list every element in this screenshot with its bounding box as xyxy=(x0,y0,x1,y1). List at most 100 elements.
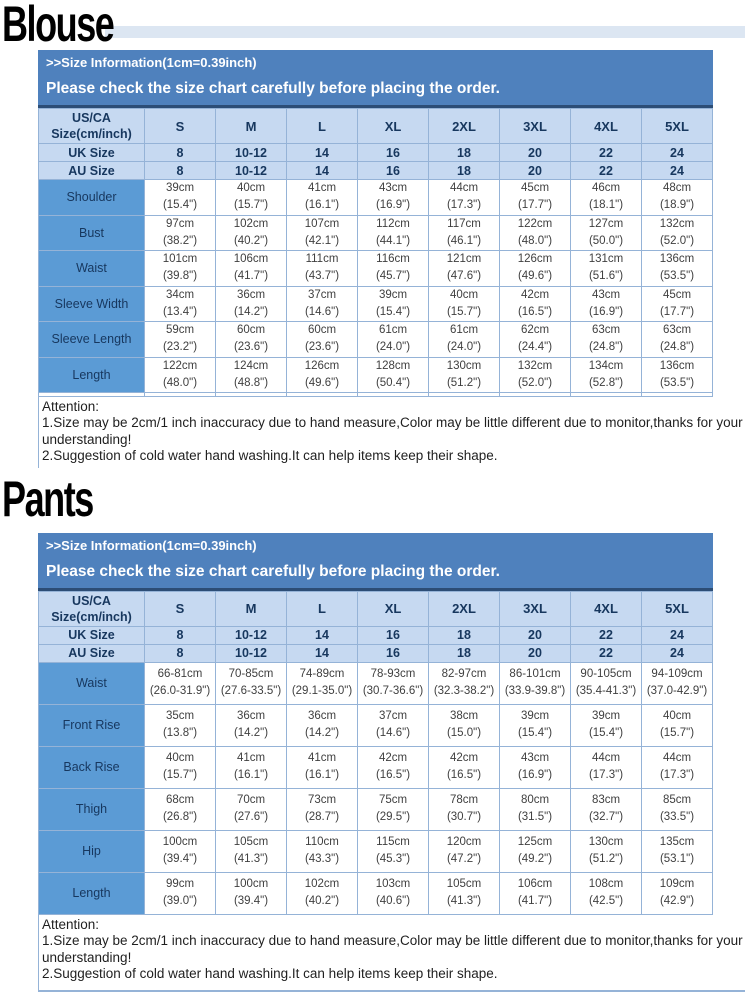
measure-value: 40cm (15.7") xyxy=(428,285,500,322)
measure-value: 112cm (44.1") xyxy=(357,214,429,251)
region-size-value: 22 xyxy=(570,625,642,645)
measure-value: 102cm (40.2") xyxy=(215,214,287,251)
measure-value: 90-105cm (35.4-41.3") xyxy=(570,661,642,705)
measure-value: 42cm (16.5") xyxy=(357,745,429,789)
region-size-value: 24 xyxy=(641,643,713,663)
pants-size-table: US/CA Size(cm/inch) S M L XL 2XL 3XL 4XL 5XL UK S… xyxy=(38,590,713,915)
measure-value: 125cm (49.2") xyxy=(499,829,571,873)
size-info-label: >>Size Information(1cm=0.39inch) xyxy=(46,55,257,70)
blouse-size-table: US/CA Size(cm/inch) S M L XL 2XL 3XL 4XL 5XL UK S… xyxy=(38,108,713,397)
measure-value: 44cm (17.3") xyxy=(428,179,500,216)
measure-value: 115cm (45.3") xyxy=(357,829,429,873)
measure-row-sleeve-length: Sleeve Length 59cm (23.2") 60cm (23.6") 60c… xyxy=(38,321,713,358)
attention-heading: Attention: xyxy=(42,916,100,932)
measure-value: 44cm (17.3") xyxy=(641,745,713,789)
measure-value: 126cm (49.6") xyxy=(499,250,571,287)
measure-row-shoulder: Shoulder 39cm (15.4") 40cm (15.7") 41cm (16… xyxy=(38,179,713,216)
region-size-value: 16 xyxy=(357,161,429,180)
attention-heading: Attention: xyxy=(42,399,100,414)
region-size-value: 10-12 xyxy=(215,625,287,645)
uk-size-row: UK Size 8 10-12 14 16 18 20 22 24 xyxy=(38,143,713,162)
measure-row-thigh: Thigh 68cm (26.8") 70cm (27.6") 73cm (28.7"… xyxy=(38,787,713,831)
size-col-header: 2XL xyxy=(428,590,500,627)
measure-value: 43cm (16.9") xyxy=(499,745,571,789)
measure-value: 136cm (53.5") xyxy=(641,250,713,287)
measure-value: 40cm (15.7") xyxy=(641,703,713,747)
size-col-header: L xyxy=(286,108,358,144)
measure-value: 132cm (52.0") xyxy=(641,214,713,251)
blouse-sheet: >>Size Information(1cm=0.39inch) Please … xyxy=(38,50,743,468)
measure-value: 59cm (23.2") xyxy=(144,321,216,358)
region-size-value: 20 xyxy=(499,161,571,180)
region-size-value: 24 xyxy=(641,161,713,180)
measure-value: 36cm (14.2") xyxy=(286,703,358,747)
size-col-header: XL xyxy=(357,590,429,627)
measure-row-bust: Bust 97cm (38.2") 102cm (40.2") 107cm (42.1… xyxy=(38,214,713,251)
measure-value: 78cm (30.7") xyxy=(428,787,500,831)
size-info-label: >>Size Information(1cm=0.39inch) xyxy=(46,537,257,553)
size-col-header: 3XL xyxy=(499,108,571,144)
region-size-value: 24 xyxy=(641,143,713,162)
measure-label: Sleeve Width xyxy=(38,285,145,322)
size-col-header: 4XL xyxy=(570,590,642,627)
measure-value: 36cm (14.2") xyxy=(215,285,287,322)
measure-value: 122cm (48.0") xyxy=(144,356,216,393)
measure-value: 136cm (53.5") xyxy=(641,356,713,393)
attention-note-1: 1.Size may be 2cm/1 inch inaccuracy due … xyxy=(42,415,743,447)
measure-row-length: Length 99cm (39.0") 100cm (39.4") 102cm (40… xyxy=(38,871,713,915)
size-col-header: L xyxy=(286,590,358,627)
measure-value: 103cm (40.6") xyxy=(357,871,429,915)
pants-title-row: Pants xyxy=(0,470,750,531)
size-col-header: M xyxy=(215,590,287,627)
region-size-value: 14 xyxy=(286,643,358,663)
measure-value: 94-109cm (37.0-42.9") xyxy=(641,661,713,705)
size-col-header: 4XL xyxy=(570,108,642,144)
region-size-value: 16 xyxy=(357,143,429,162)
region-size-value: 10-12 xyxy=(215,143,287,162)
region-size-value: 22 xyxy=(570,161,642,180)
region-size-value: 14 xyxy=(286,625,358,645)
measure-value: 122cm (48.0") xyxy=(499,214,571,251)
region-size-value: 18 xyxy=(428,143,500,162)
blouse-size-info-banner: >>Size Information(1cm=0.39inch) Please … xyxy=(38,50,713,108)
region-size-value: 10-12 xyxy=(215,161,287,180)
measure-label: Sleeve Length xyxy=(38,321,145,358)
pants-title: Pants xyxy=(2,470,94,527)
check-chart-note: Please check the size chart carefully be… xyxy=(46,80,500,97)
measure-value: 100cm (39.4") xyxy=(215,871,287,915)
measure-value: 101cm (39.8") xyxy=(144,250,216,287)
blouse-title: Blouse xyxy=(2,0,115,52)
measure-value: 39cm (15.4") xyxy=(570,703,642,747)
region-size-value: 10-12 xyxy=(215,643,287,663)
measure-value: 106cm (41.7") xyxy=(215,250,287,287)
measure-value: 107cm (42.1") xyxy=(286,214,358,251)
measure-value: 126cm (49.6") xyxy=(286,356,358,393)
measure-value: 38cm (15.0") xyxy=(428,703,500,747)
measure-value: 80cm (31.5") xyxy=(499,787,571,831)
size-header-row: US/CA Size(cm/inch) S M L XL 2XL 3XL 4XL 5XL xyxy=(38,108,713,144)
measure-value: 130cm (51.2") xyxy=(570,829,642,873)
attention-note-2: 2.Suggestion of cold water hand washing.… xyxy=(42,448,498,464)
measure-value: 106cm (41.7") xyxy=(499,871,571,915)
measure-value: 40cm (15.7") xyxy=(215,179,287,216)
measure-value: 127cm (50.0") xyxy=(570,214,642,251)
region-size-value: 22 xyxy=(570,143,642,162)
region-size-value: 8 xyxy=(144,625,216,645)
measure-value: 66-81cm (26.0-31.9") xyxy=(144,661,216,705)
measure-value: 99cm (39.0") xyxy=(144,871,216,915)
measure-value: 39cm (15.4") xyxy=(144,179,216,216)
measure-label: Waist xyxy=(38,661,145,705)
blouse-attention-block: Attention: 1.Size may be 2cm/1 inch inac… xyxy=(38,397,745,468)
corner-header: US/CA Size(cm/inch) xyxy=(38,590,145,627)
measure-value: 110cm (43.3") xyxy=(286,829,358,873)
measure-label: Back Rise xyxy=(38,745,145,789)
measure-value: 70cm (27.6") xyxy=(215,787,287,831)
region-size-value: 8 xyxy=(144,643,216,663)
measure-value: 109cm (42.9") xyxy=(641,871,713,915)
region-size-value: 22 xyxy=(570,643,642,663)
region-size-value: 18 xyxy=(428,643,500,663)
spacer-cell xyxy=(144,392,216,397)
region-size-value: 14 xyxy=(286,143,358,162)
measure-value: 60cm (23.6") xyxy=(286,321,358,358)
measure-value: 100cm (39.4") xyxy=(144,829,216,873)
